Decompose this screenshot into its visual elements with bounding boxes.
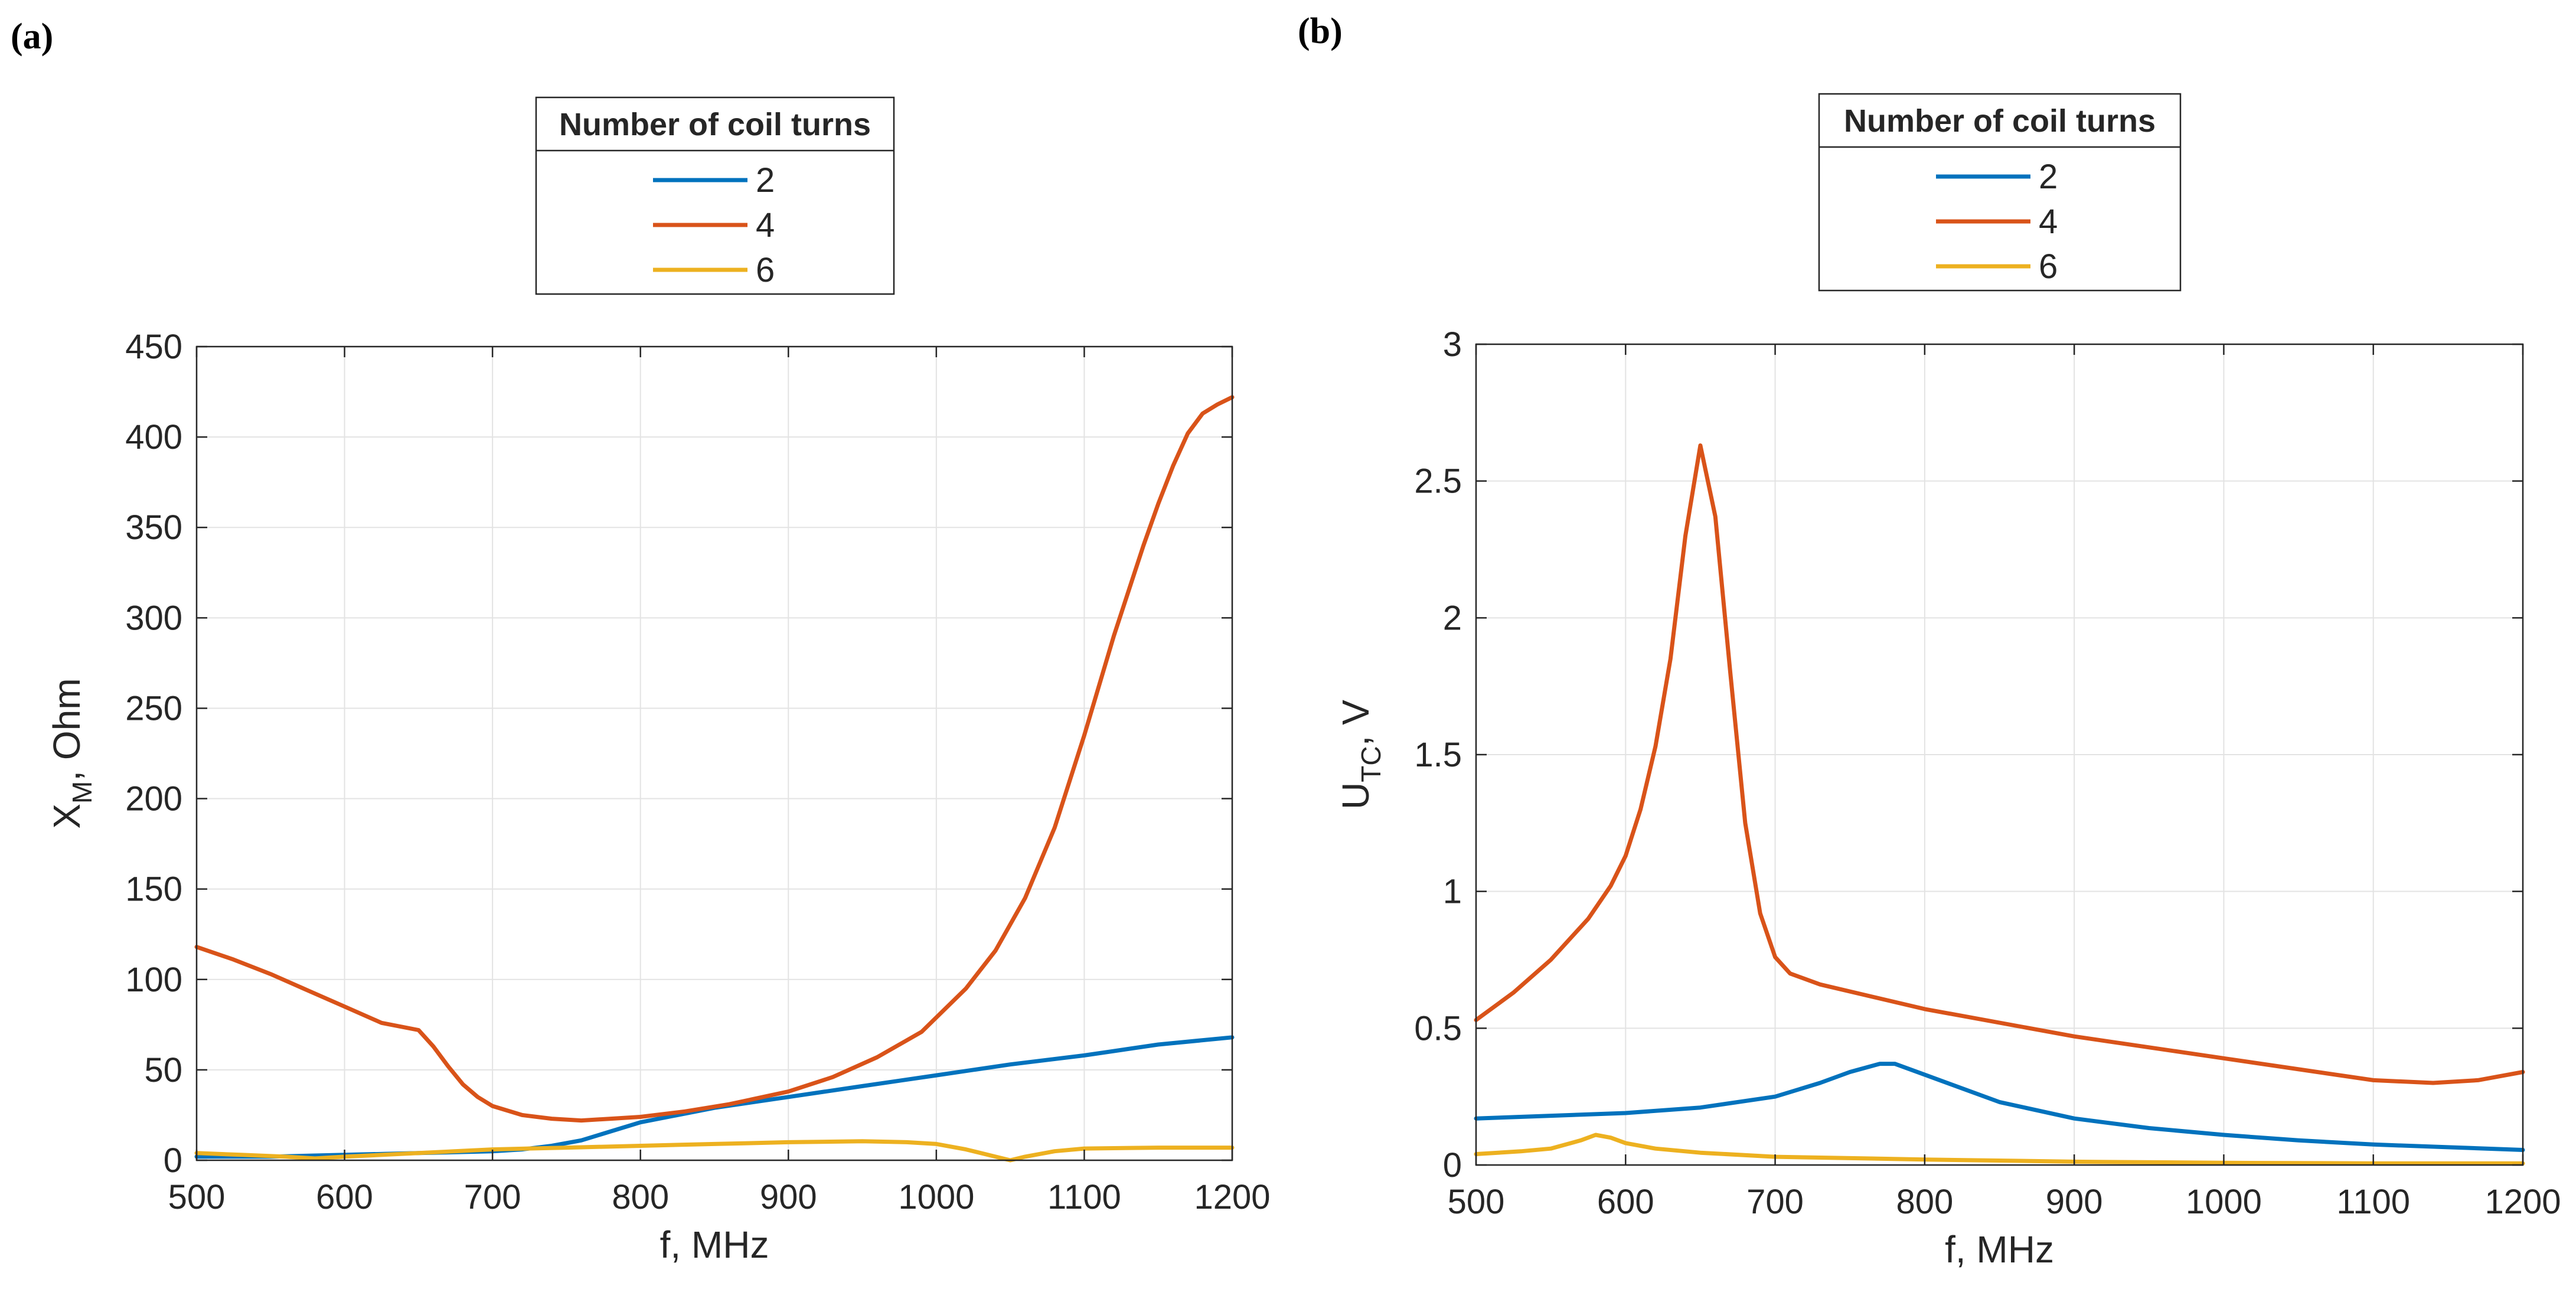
x-tick-label: 700	[464, 1178, 521, 1216]
y-tick-label: 350	[125, 508, 182, 547]
y-tick-label: 0	[164, 1141, 182, 1180]
y-tick-label: 450	[125, 328, 182, 366]
x-tick-label: 900	[760, 1178, 817, 1216]
y-axis-label: XM, Ohm	[45, 678, 97, 828]
x-tick-label: 1200	[1194, 1178, 1270, 1216]
x-tick-label: 1200	[2484, 1183, 2561, 1221]
legend-title: Number of coil turns	[1844, 103, 2156, 139]
legend-box	[535, 96, 895, 295]
x-tick-label: 700	[1746, 1183, 1804, 1221]
x-tick-label: 1000	[2186, 1183, 2262, 1221]
series-group	[1474, 443, 2525, 1166]
y-tick-label: 150	[125, 870, 182, 909]
series-group	[194, 395, 1235, 1163]
legend-entry-label: 2	[756, 161, 775, 200]
legend-entry-label: 6	[756, 251, 775, 289]
series-line-4	[1474, 443, 2525, 1085]
tick-marks	[195, 345, 1233, 1161]
plot-area	[197, 347, 1232, 1160]
y-tick-label: 2.5	[1414, 462, 1462, 501]
legend-entry-label: 2	[2039, 158, 2058, 196]
grid-lines	[1476, 344, 2523, 1165]
y-axis-label-subscript: TC	[1356, 746, 1386, 782]
x-tick-label: 1000	[898, 1178, 974, 1216]
x-tick-label: 500	[1448, 1183, 1505, 1221]
legend-title: Number of coil turns	[559, 107, 871, 142]
x-tick-label: 800	[612, 1178, 669, 1216]
grid-lines	[197, 347, 1232, 1160]
chart-panel-b: (b) 500 600 700 800 900 1000 1100 1200 0 0.5 1 1.5 2 2…	[1298, 11, 2561, 1271]
series-line-4	[194, 395, 1235, 1123]
x-tick-label: 600	[1597, 1183, 1654, 1221]
y-tick-label: 2	[1443, 599, 1462, 637]
y-tick-label: 3	[1443, 325, 1462, 364]
y-axis-label-unit: , Ohm	[45, 678, 88, 781]
series-line-6	[194, 1139, 1235, 1163]
y-tick-label: 0.5	[1414, 1009, 1462, 1047]
tick-marks	[1475, 343, 2524, 1166]
series-line-6	[1474, 1133, 2525, 1166]
y-tick-label: 100	[125, 961, 182, 999]
y-tick-label: 300	[125, 599, 182, 637]
y-axis-label-main: X	[45, 804, 88, 829]
x-tick-label: 500	[168, 1178, 226, 1216]
legend: Number of coil turns 2 4 6	[1818, 93, 2182, 292]
y-tick-label: 1	[1443, 873, 1462, 911]
legend-box	[1818, 93, 2182, 292]
chart-panel-a: (a) 500 600 700 800 900 1000 1100 1200 0 50 100 150 2…	[11, 17, 1271, 1266]
y-tick-label: 200	[125, 780, 182, 818]
series-line-2	[1474, 1062, 2525, 1152]
panel-label: (b)	[1298, 11, 1343, 51]
x-tick-label: 1100	[2336, 1183, 2410, 1221]
legend-entry-label: 6	[2039, 247, 2058, 286]
y-tick-label: 1.5	[1414, 736, 1462, 774]
y-tick-label: 250	[125, 689, 182, 727]
y-tick-label: 50	[144, 1051, 182, 1089]
x-tick-label: 900	[2046, 1183, 2103, 1221]
y-tick-label: 0	[1443, 1146, 1462, 1184]
panel-label: (a)	[11, 17, 53, 57]
x-axis-label: f, MHz	[1945, 1228, 2054, 1271]
y-axis-label-unit: , V	[1334, 700, 1377, 746]
x-axis-label: f, MHz	[660, 1223, 769, 1266]
x-tick-label: 600	[316, 1178, 373, 1216]
legend-entry-label: 4	[756, 206, 775, 244]
legend: Number of coil turns 2 4 6	[535, 96, 895, 295]
y-tick-label: 400	[125, 418, 182, 456]
legend-entry-label: 4	[2039, 203, 2058, 241]
x-tick-label: 1100	[1047, 1178, 1121, 1216]
axes-box	[195, 345, 1233, 1161]
y-axis-label-subscript: M	[67, 781, 97, 804]
y-axis-label-main: U	[1334, 782, 1377, 810]
y-axis-label: UTC, V	[1334, 700, 1386, 810]
x-tick-label: 800	[1896, 1183, 1953, 1221]
